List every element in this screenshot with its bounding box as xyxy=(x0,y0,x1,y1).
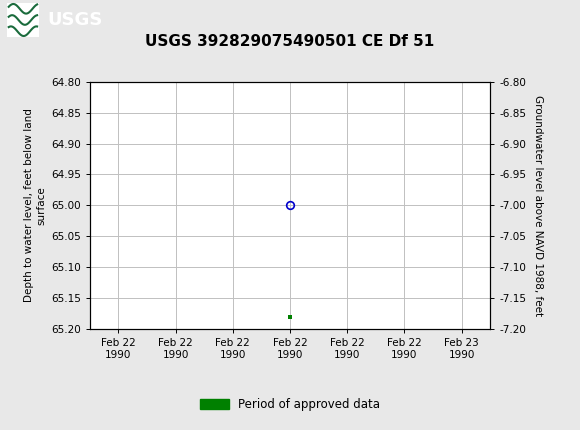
Legend: Period of approved data: Period of approved data xyxy=(195,393,385,415)
Bar xyxy=(7,3,39,37)
Text: USGS 392829075490501 CE Df 51: USGS 392829075490501 CE Df 51 xyxy=(146,34,434,49)
Y-axis label: Depth to water level, feet below land
surface: Depth to water level, feet below land su… xyxy=(24,108,47,302)
Y-axis label: Groundwater level above NAVD 1988, feet: Groundwater level above NAVD 1988, feet xyxy=(533,95,543,316)
Text: USGS: USGS xyxy=(48,11,103,29)
